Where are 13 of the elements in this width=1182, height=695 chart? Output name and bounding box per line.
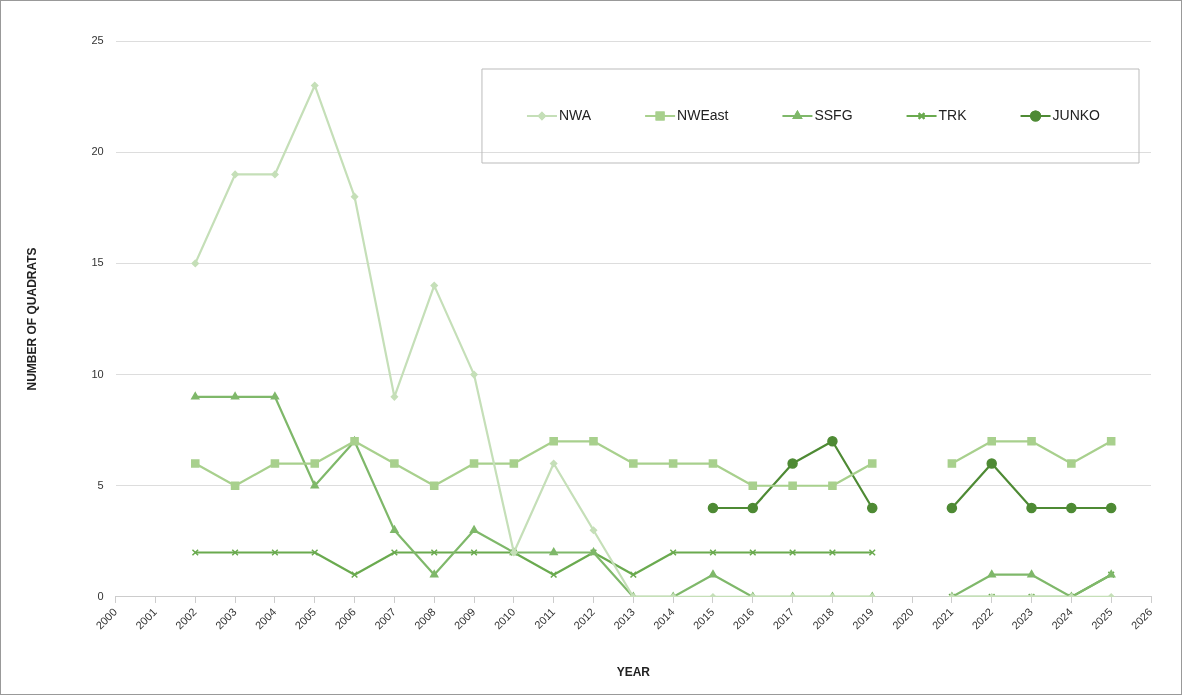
legend-label: TRK bbox=[938, 106, 968, 123]
y-tick-label: 5 bbox=[97, 478, 104, 491]
y-axis-title: NUMBER OF QUADRATS bbox=[24, 247, 39, 391]
legend-label: NWEast bbox=[677, 106, 729, 123]
legend-label: NWA bbox=[558, 106, 592, 123]
y-tick-label: 20 bbox=[91, 145, 104, 158]
legend-label: JUNKO bbox=[1052, 106, 1101, 123]
y-tick-label: 0 bbox=[97, 589, 104, 602]
y-tick-label: 15 bbox=[91, 256, 104, 269]
legend-label: SSFG bbox=[814, 106, 853, 123]
y-tick-label: 10 bbox=[91, 367, 104, 380]
y-tick-label: 25 bbox=[91, 34, 104, 47]
x-axis-title: YEAR bbox=[616, 665, 651, 680]
